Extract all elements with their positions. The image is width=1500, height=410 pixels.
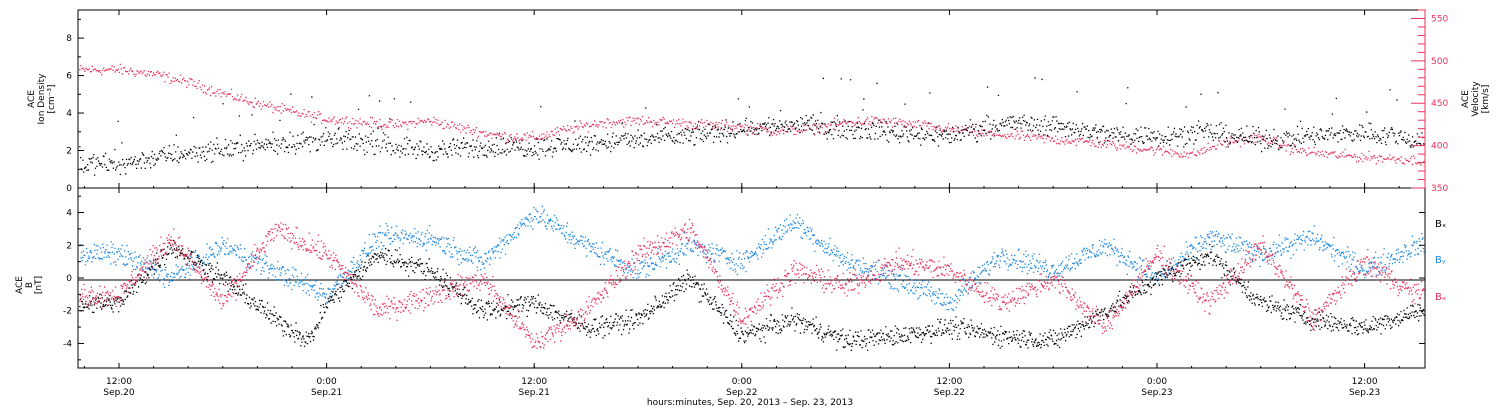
x-tick-label-time: 0:00 — [732, 377, 752, 387]
x-tick-label-time: 12:00 — [1352, 377, 1378, 387]
series-bx-points — [79, 239, 1425, 352]
x-tick-label-time: 0:00 — [1147, 377, 1167, 387]
density-axis-label: ACE Ion Density [cm⁻³] — [27, 73, 57, 125]
velocity-label-line3: [km/s] — [1481, 85, 1491, 114]
velocity-axis-label: ACE Velocity [km/s] — [1461, 81, 1491, 117]
x-tick-label-time: 12:00 — [936, 377, 962, 387]
bottom-panel-frame — [77, 187, 1426, 369]
x-tick-label-date: Sep.21 — [311, 388, 342, 398]
b-label-line2: B — [25, 282, 35, 288]
density-tick-label: 4 — [66, 109, 72, 119]
x-tick-label-date: Sep.22 — [934, 388, 965, 398]
b-field-axis-label: ACE B [nT] — [15, 276, 44, 294]
density-label-line3: [cm⁻³] — [47, 84, 57, 113]
axes: 12:00Sep.200:00Sep.2112:00Sep.210:00Sep.… — [63, 9, 1448, 398]
density-label-line2: Ion Density — [37, 73, 47, 125]
legend-bz: Bₔ — [1435, 292, 1446, 303]
legend-by: Bᵧ — [1435, 255, 1446, 266]
x-tick-label-time: 0:00 — [316, 377, 336, 387]
velocity-label-line2: Velocity — [1471, 81, 1481, 117]
b-tick-label: 0 — [66, 274, 72, 284]
top-panel-frame — [77, 9, 1426, 189]
x-tick-label-date: Sep.23 — [1141, 388, 1172, 398]
b-label-line1: ACE — [15, 276, 25, 294]
bottom-panel-data — [79, 205, 1425, 352]
density-tick-label: 0 — [66, 184, 72, 194]
series-density-points — [79, 77, 1426, 176]
velocity-tick-label: 400 — [1431, 142, 1448, 152]
x-axis-title: hours:minutes, Sep. 20, 2013 – Sep. 23, … — [647, 398, 853, 408]
velocity-tick-label: 350 — [1431, 184, 1448, 194]
b-tick-label: 4 — [66, 209, 72, 219]
velocity-tick-label: 450 — [1431, 99, 1448, 109]
velocity-label-line1: ACE — [1461, 90, 1471, 108]
x-tick-label-time: 12:00 — [106, 377, 132, 387]
b-label-line3: [nT] — [34, 276, 44, 294]
x-tick-label-time: 12:00 — [521, 377, 547, 387]
series-by-points — [79, 205, 1425, 311]
density-label-line1: ACE — [27, 90, 37, 108]
x-tick-label-date: Sep.20 — [103, 388, 135, 398]
density-tick-label: 6 — [66, 72, 72, 82]
x-tick-label-date: Sep.22 — [726, 388, 757, 398]
legend-bx: Bₓ — [1435, 219, 1446, 230]
top-panel-data — [79, 63, 1426, 176]
velocity-tick-label: 500 — [1431, 57, 1448, 67]
b-tick-label: -2 — [63, 307, 72, 317]
velocity-tick-label: 550 — [1431, 14, 1448, 24]
density-tick-label: 8 — [66, 34, 72, 44]
b-tick-label: 2 — [66, 241, 72, 251]
x-tick-label-date: Sep.23 — [1349, 388, 1380, 398]
b-tick-label: -4 — [63, 339, 72, 349]
series-velocity-points — [79, 63, 1425, 166]
density-tick-label: 2 — [66, 147, 72, 157]
x-tick-label-date: Sep.21 — [519, 388, 550, 398]
